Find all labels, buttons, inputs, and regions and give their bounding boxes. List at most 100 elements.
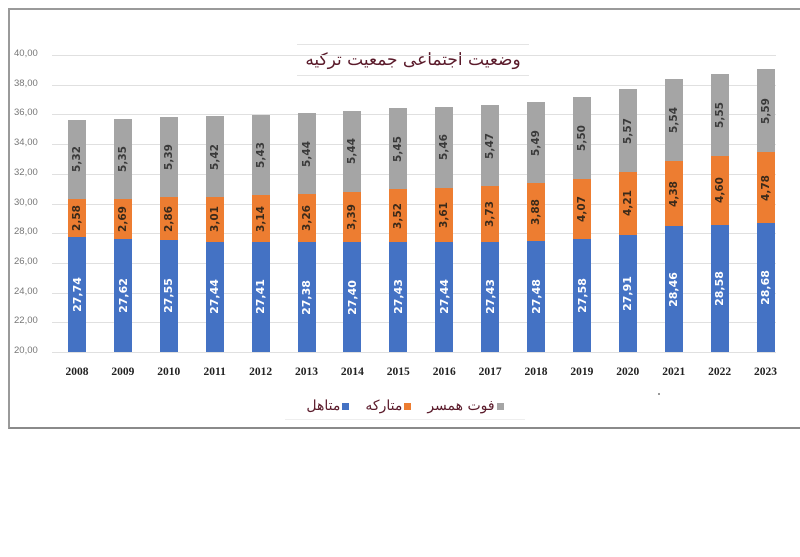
y-tick-label: 30,00 — [14, 196, 38, 208]
data-label: 4,38 — [667, 180, 680, 207]
bar-segment-widowed: 5,59 — [756, 69, 775, 153]
gridline — [52, 144, 776, 146]
bar-segment-married: 27,44 — [435, 241, 454, 352]
bar-segment-married: 28,68 — [756, 223, 775, 352]
data-label: 2,86 — [162, 205, 175, 232]
data-label: 5,35 — [116, 146, 129, 173]
bar-segment-married: 28,46 — [664, 226, 683, 352]
gridline — [52, 233, 776, 235]
bar-segment-married: 27,48 — [527, 240, 545, 352]
x-tick-label: 2010 — [157, 366, 181, 378]
bar-segment-married: 27,74 — [68, 237, 86, 352]
data-label: 5,49 — [530, 129, 543, 156]
bar-segment-widowed: 5,47 — [481, 105, 500, 187]
x-tick-label: 2016 — [432, 366, 456, 378]
data-label: 3,39 — [346, 203, 359, 230]
bar-segment-divorced: 4,07 — [572, 178, 591, 240]
data-label: 2,69 — [116, 205, 129, 232]
legend: متاهل متارکه فوت همسر — [285, 393, 525, 420]
data-label: 2,58 — [71, 204, 84, 231]
x-tick-label: 2021 — [662, 366, 686, 378]
data-label: 5,32 — [71, 146, 84, 173]
y-tick-label: 28,00 — [14, 226, 38, 238]
y-tick-label: 20,00 — [14, 345, 38, 356]
y-tick-label: 22,00 — [14, 315, 38, 327]
bar-segment-divorced: 3,39 — [343, 191, 362, 243]
x-tick-label: 2009 — [111, 366, 135, 378]
gridline — [52, 203, 776, 205]
bar-segment-married: 28,58 — [710, 224, 729, 352]
y-tick-label: 36,00 — [14, 107, 38, 119]
bar-segment-widowed: 5,43 — [251, 114, 270, 196]
x-tick-label: 2013 — [295, 366, 318, 378]
bar-segment-widowed: 5,35 — [113, 119, 132, 199]
data-label: 27,62 — [116, 278, 130, 313]
y-tick-label: 34,00 — [14, 137, 38, 149]
x-tick-label: 2017 — [478, 366, 502, 378]
data-label: 4,21 — [621, 190, 634, 217]
bar-segment-divorced: 2,58 — [68, 198, 86, 238]
data-label: 27,55 — [162, 278, 176, 314]
bar-segment-widowed: 5,44 — [297, 113, 316, 194]
x-tick-label: 2018 — [524, 366, 548, 378]
data-label: 27,40 — [345, 279, 359, 315]
data-label: 3,01 — [208, 206, 221, 233]
gridline — [52, 173, 776, 175]
data-label: 4,78 — [759, 174, 772, 201]
data-label: 5,50 — [575, 125, 588, 152]
gridline — [52, 114, 776, 116]
data-label: 5,44 — [300, 140, 313, 167]
married-swatch-icon — [342, 402, 350, 410]
bar-segment-widowed: 5,46 — [435, 106, 454, 188]
data-label: 3,88 — [530, 199, 543, 226]
bar-segment-widowed: 5,49 — [527, 101, 545, 184]
legend-item-widowed: فوت همسر — [427, 398, 504, 414]
x-tick-label: 2020 — [616, 366, 640, 378]
bar-segment-widowed: 5,44 — [343, 110, 362, 192]
data-label: 28,68 — [759, 270, 773, 305]
y-tick-label: 38,00 — [14, 77, 38, 89]
legend-label-married: متاهل — [306, 398, 341, 414]
bar-segment-divorced: 3,73 — [481, 186, 500, 242]
bar-segment-divorced: 2,86 — [159, 197, 178, 240]
data-label: 5,45 — [392, 135, 405, 162]
bar-segment-widowed: 5,54 — [664, 79, 683, 162]
data-label: 27,44 — [208, 279, 222, 315]
bar-segment-married: 27,55 — [159, 239, 178, 352]
x-tick-label: 2011 — [203, 366, 226, 378]
data-label: 5,43 — [254, 142, 267, 168]
bar-segment-married: 27,91 — [618, 234, 637, 352]
gridline — [52, 84, 776, 86]
data-label: 5,46 — [438, 134, 451, 161]
bar-segment-divorced: 3,61 — [435, 187, 454, 242]
stray-dot — [658, 393, 660, 395]
y-tick-label: 40,00 — [14, 48, 38, 59]
data-label: 5,54 — [667, 107, 680, 134]
bar-segment-widowed: 5,42 — [205, 116, 224, 197]
data-label: 27,48 — [529, 279, 543, 314]
bar-segment-married: 27,41 — [251, 241, 270, 352]
legend-item-divorced: متارکه — [365, 398, 412, 414]
x-tick-label: 2014 — [340, 366, 364, 378]
bar-segment-widowed: 5,57 — [618, 89, 637, 172]
bar-segment-divorced: 4,38 — [664, 161, 683, 227]
bar-segment-divorced: 4,60 — [710, 156, 729, 225]
bar-segment-married: 27,40 — [343, 242, 362, 352]
data-label: 5,59 — [759, 97, 772, 124]
gridline — [52, 262, 776, 264]
data-label: 28,46 — [667, 271, 681, 307]
data-label: 5,57 — [621, 117, 634, 144]
chart-title: وضعیت اجتماعی جمعیت ترکیه — [297, 44, 529, 76]
x-tick-label: 2023 — [754, 366, 777, 378]
bar-segment-widowed: 5,45 — [389, 108, 408, 190]
data-label: 3,73 — [484, 200, 497, 227]
data-label: 5,42 — [208, 143, 221, 170]
bar-segment-married: 27,58 — [572, 239, 591, 352]
data-label: 27,43 — [391, 279, 405, 315]
widowed-swatch-icon — [496, 402, 504, 410]
gridline — [52, 322, 776, 324]
data-label: 27,58 — [575, 278, 589, 314]
gridline — [52, 55, 776, 56]
x-tick-label: 2012 — [249, 366, 273, 378]
bar-segment-widowed: 5,32 — [68, 119, 86, 199]
